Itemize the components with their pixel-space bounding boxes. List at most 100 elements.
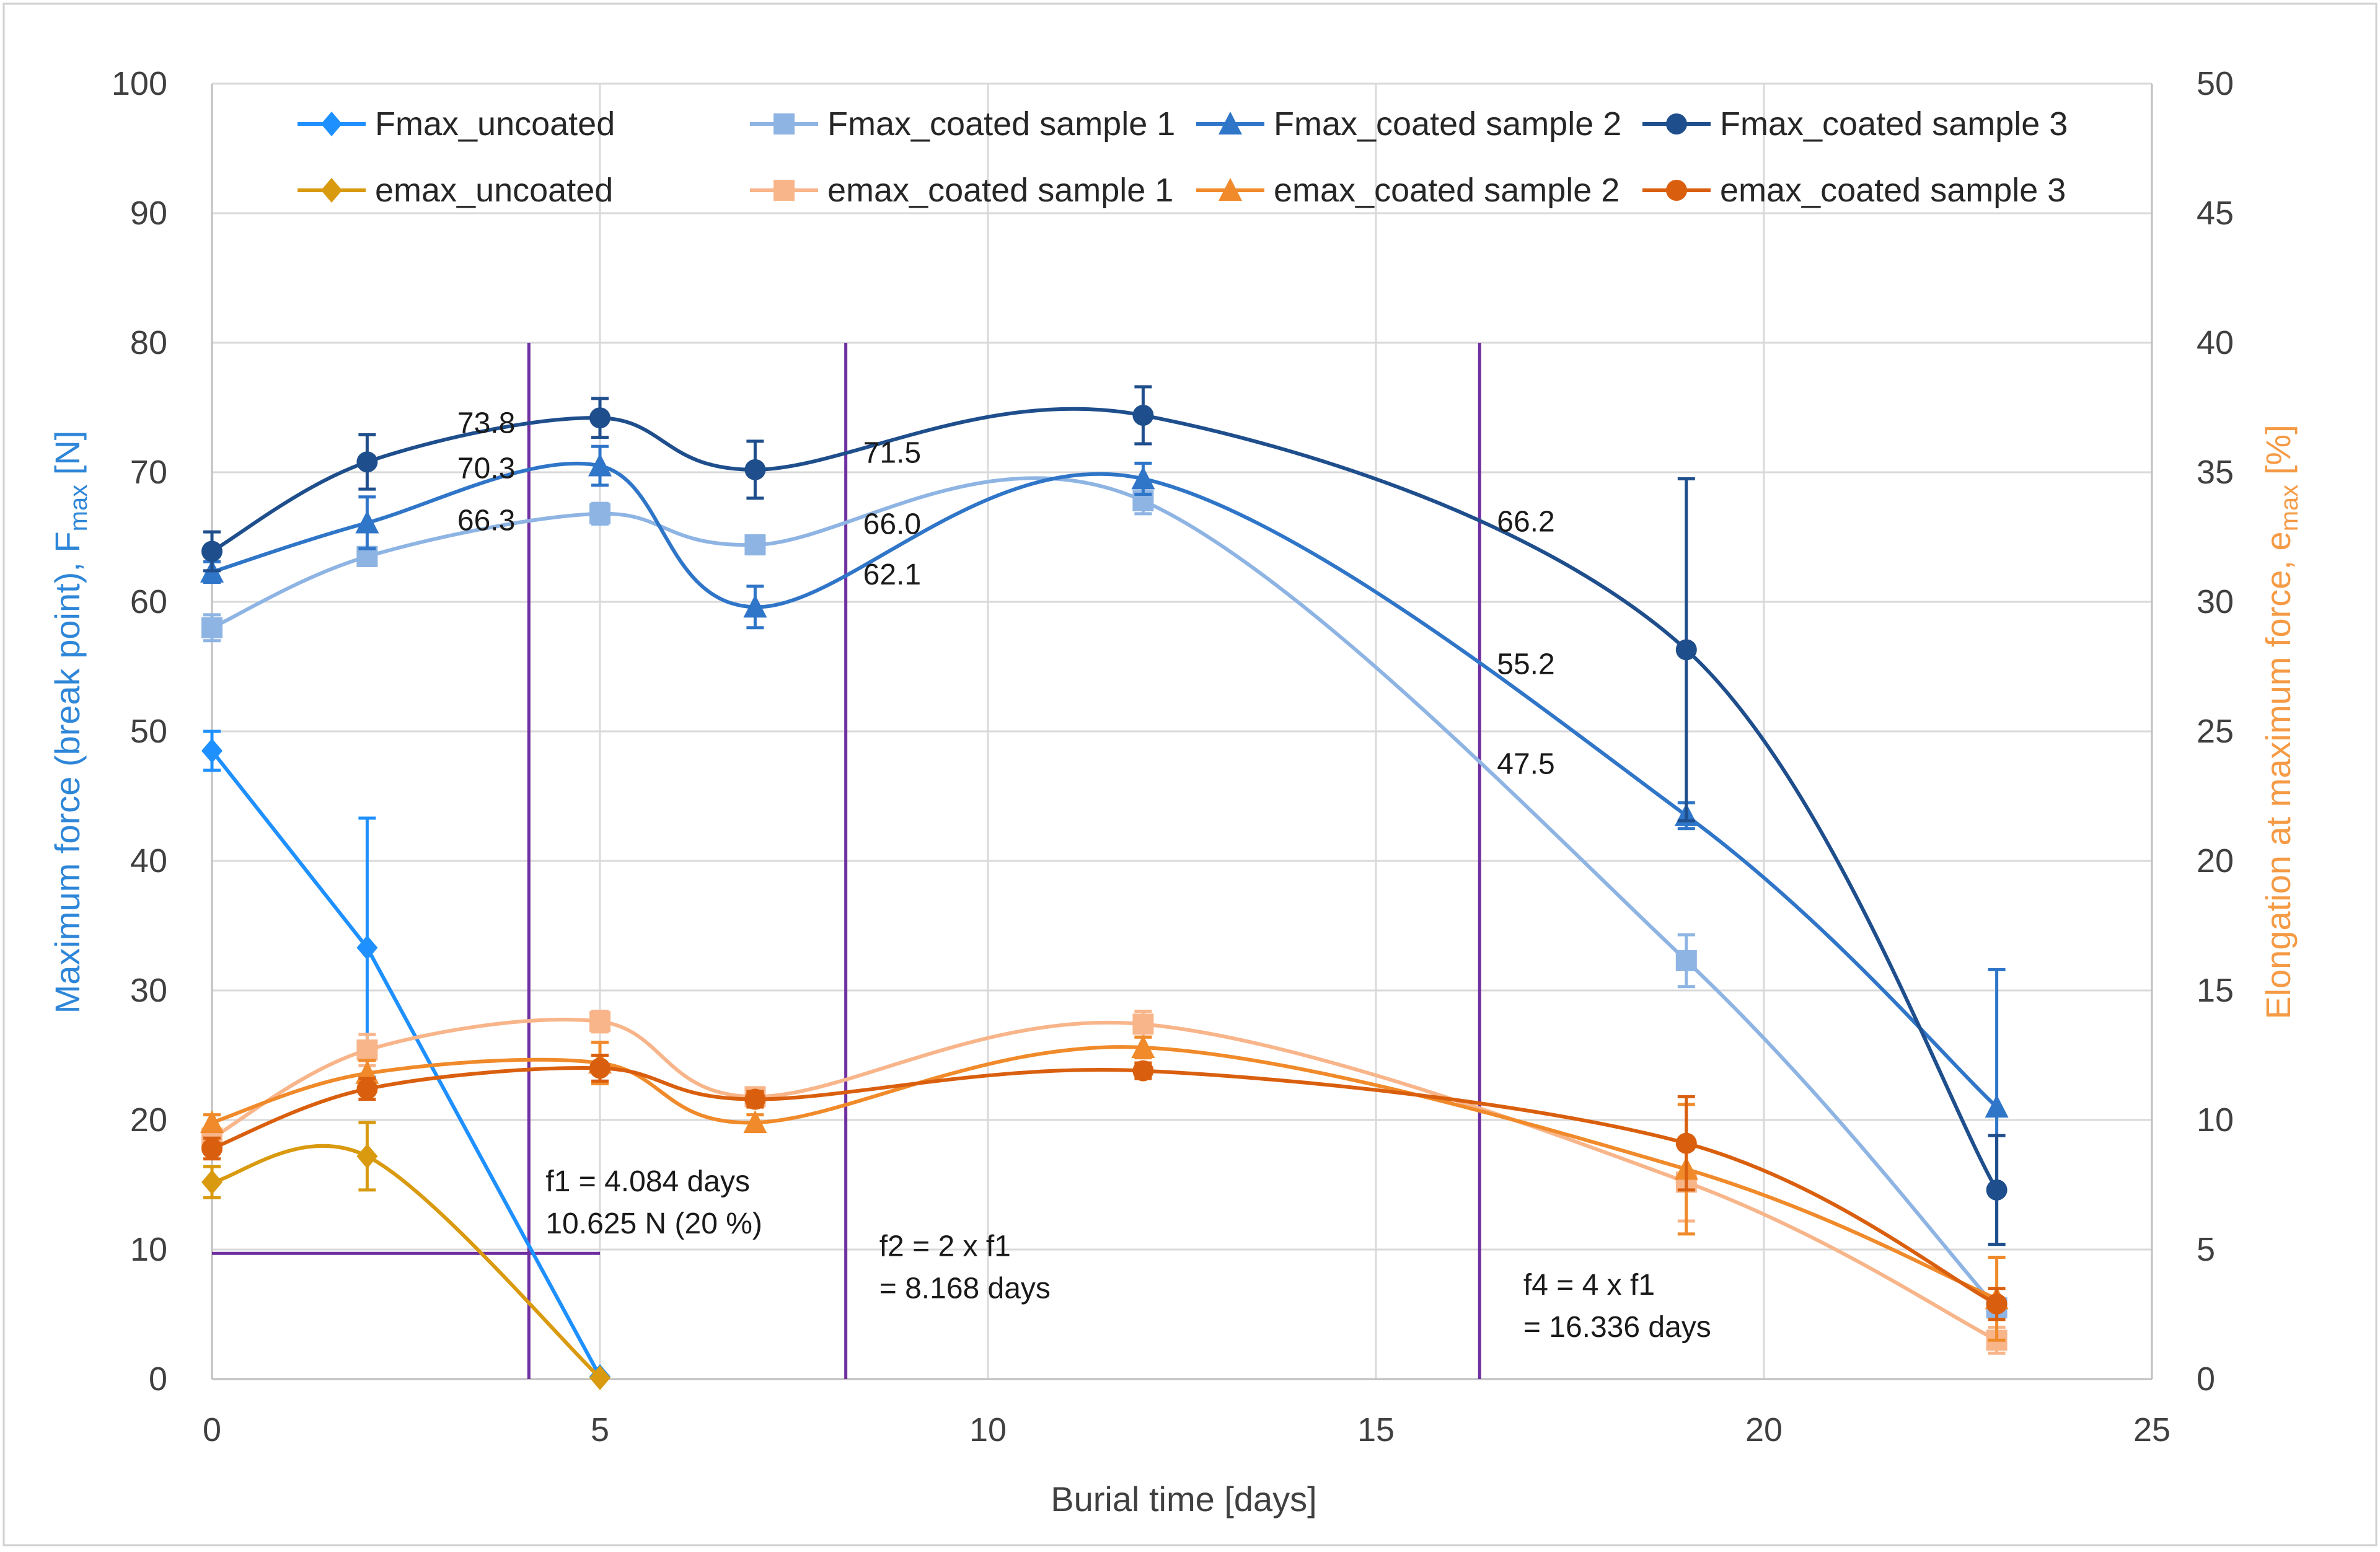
value-label: 62.1	[863, 558, 921, 591]
y-left-tick-label: 20	[130, 1101, 167, 1139]
legend-label: Fmax_coated sample 2	[1274, 105, 1621, 143]
y-right-tick-label: 30	[2197, 583, 2234, 620]
legend-label: Fmax_coated sample 1	[827, 105, 1175, 143]
series-emax-coated-sample-2	[200, 1035, 2009, 1340]
y-axis-right-title-main: Elongation at maximum force, e	[2259, 531, 2298, 1019]
value-labels: 73.8 70.3 66.3 71.5 66.0 62.1 66.2 55.2 47.5 f1 =…	[457, 407, 1711, 1344]
y-left-tick-label: 60	[130, 583, 167, 620]
series-layer	[200, 387, 2009, 1390]
data-point	[589, 1011, 610, 1032]
y-axis-left-title-unit: [N]	[48, 431, 87, 485]
legend-label: Fmax_uncoated	[375, 105, 615, 143]
legend-item: emax_coated sample 2	[1196, 172, 1620, 209]
x-tick-label: 10	[969, 1411, 1007, 1448]
y-right-tick-label: 35	[2197, 454, 2234, 491]
series-emax-coated-sample-3	[201, 1056, 2008, 1320]
y-right-tick-label: 25	[2197, 713, 2234, 750]
y-right-tick-label: 15	[2197, 972, 2234, 1009]
chart-frame	[4, 4, 2376, 1545]
series-fmax-coated-sample-2	[200, 446, 2009, 1244]
data-point	[1132, 1060, 1153, 1082]
y-axis-right-title: Elongation at maximum force, emax [%]	[2259, 425, 2303, 1020]
value-label: 71.5	[863, 437, 921, 470]
annotation: f4 = 4 x f1 = 16.336 days	[1523, 1269, 1711, 1344]
series-line	[212, 1146, 600, 1378]
series-emax-uncoated	[201, 1122, 610, 1390]
annotation-line: f2 = 2 x f1	[879, 1230, 1011, 1263]
value-label: 47.5	[1497, 747, 1554, 780]
legend-item: Fmax_coated sample 2	[1196, 105, 1621, 143]
data-point	[774, 113, 795, 134]
y-right-tick-label: 40	[2197, 324, 2234, 361]
data-point	[744, 459, 765, 480]
data-point	[589, 1057, 610, 1078]
data-point	[356, 1078, 377, 1100]
data-point	[1132, 1013, 1153, 1034]
y-right-tick-label: 50	[2197, 65, 2234, 102]
x-tick-label: 20	[1745, 1411, 1783, 1448]
x-tick-label: 25	[2133, 1411, 2171, 1448]
x-tick-label: 0	[203, 1411, 221, 1448]
data-point	[201, 617, 223, 638]
y-right-tick-label: 45	[2197, 195, 2234, 232]
y-left-tick-label: 70	[130, 454, 167, 491]
data-point	[201, 1170, 223, 1194]
legend-item: emax_coated sample 3	[1642, 172, 2066, 209]
data-point	[201, 1138, 223, 1159]
y-left-tick-label: 50	[130, 713, 167, 750]
data-point	[356, 1144, 377, 1169]
annotation-line: = 16.336 days	[1523, 1311, 1711, 1344]
y-axis-left-title-sub: max	[65, 485, 92, 532]
legend-label: emax_uncoated	[375, 172, 613, 209]
y-left-tick-label: 100	[112, 65, 167, 102]
data-point	[356, 1039, 377, 1060]
y-right-tick-label: 0	[2197, 1360, 2215, 1398]
data-point	[1986, 1294, 2008, 1315]
data-point	[1132, 405, 1153, 426]
data-point	[744, 1089, 765, 1110]
legend-item: emax_coated sample 1	[750, 172, 1173, 209]
data-point	[774, 180, 795, 201]
legend: Fmax_uncoated Fmax_coated sample 1 Fmax_co…	[298, 105, 2068, 209]
x-axis-title: Burial time [days]	[1051, 1479, 1317, 1519]
legend-item: Fmax_coated sample 1	[750, 105, 1175, 143]
data-point	[356, 451, 377, 472]
value-label: 55.2	[1497, 648, 1554, 681]
legend-label: emax_coated sample 2	[1274, 172, 1620, 209]
grid-layer	[212, 84, 2152, 1379]
data-point	[1666, 180, 1687, 201]
legend-item: Fmax_coated sample 3	[1642, 105, 2068, 143]
y-axis-left-title: Maximum force (break point), Fmax [N]	[48, 431, 92, 1014]
y-right-tick-label: 5	[2197, 1231, 2215, 1268]
series-line	[212, 464, 1997, 1107]
y-left-tick-label: 30	[130, 972, 167, 1009]
x-tick-label: 5	[591, 1411, 609, 1448]
data-point	[321, 112, 342, 136]
series-line	[212, 751, 600, 1376]
annotation: f1 = 4.084 days 10.625 N (20 %)	[545, 1165, 762, 1240]
y-axis-right-title-sub: max	[2276, 485, 2303, 532]
value-label: 73.8	[457, 407, 515, 440]
legend-item: Fmax_uncoated	[298, 105, 615, 143]
y-left-tick-label: 90	[130, 195, 167, 232]
data-point	[1676, 639, 1697, 660]
chart-svg: 0 010 520 1030 1540 2050 2560 3070 3580 4090 45100…	[0, 0, 2380, 1549]
series-fmax-coated-sample-1	[201, 478, 2008, 1318]
annotation-line: = 8.168 days	[879, 1272, 1051, 1305]
value-label: 66.0	[863, 508, 921, 541]
y-axis-left-title-main: Maximum force (break point), F	[48, 531, 87, 1013]
data-point	[589, 407, 610, 428]
legend-label: Fmax_coated sample 3	[1720, 105, 2068, 143]
legend-label: emax_coated sample 3	[1720, 172, 2066, 209]
y-left-tick-label: 10	[130, 1231, 167, 1268]
legend-label: emax_coated sample 1	[827, 172, 1173, 209]
legend-item: emax_uncoated	[298, 172, 613, 209]
annotation: f2 = 2 x f1 = 8.168 days	[879, 1230, 1051, 1305]
data-point	[1676, 1133, 1697, 1154]
value-label: 66.2	[1497, 505, 1554, 538]
data-point	[744, 534, 765, 555]
data-point	[321, 178, 342, 203]
annotation-line: 10.625 N (20 %)	[545, 1207, 762, 1240]
y-axis-right-title-unit: [%]	[2259, 425, 2298, 484]
